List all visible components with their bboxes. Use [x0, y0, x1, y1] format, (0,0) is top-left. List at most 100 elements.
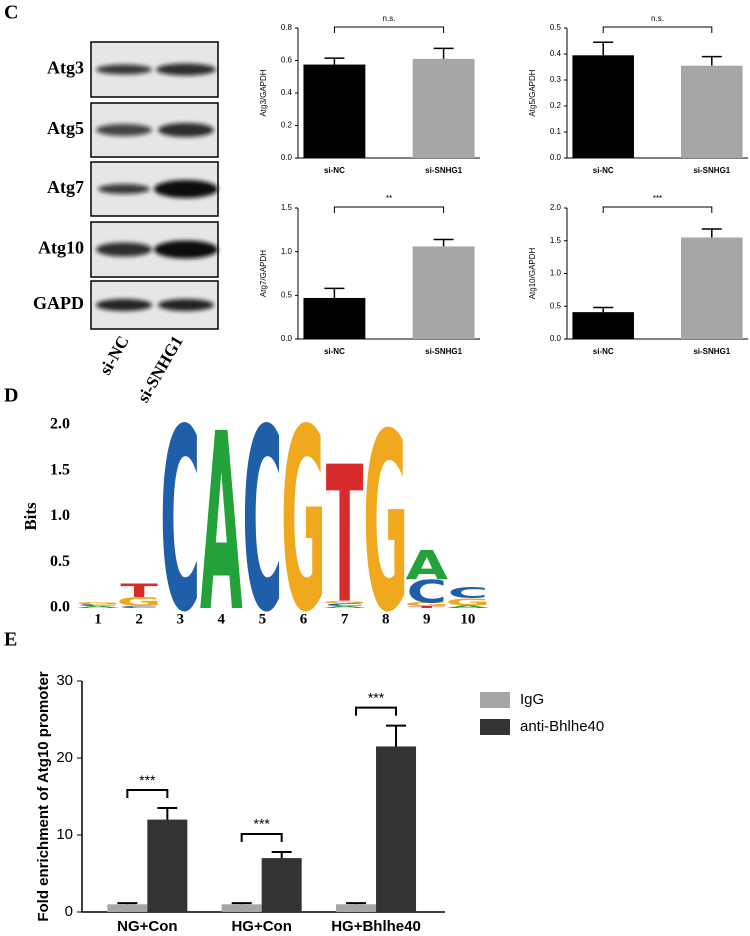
- protein-label: Atg5: [47, 118, 84, 138]
- logo-letter: C: [160, 376, 200, 667]
- y-tick-label: 0.5: [281, 290, 293, 299]
- logo-letter: C: [448, 584, 488, 602]
- significance-bracket: [240, 832, 283, 842]
- logo-letter: A: [200, 382, 243, 666]
- lane-label: si-NC: [96, 332, 133, 377]
- panel-label: E: [4, 629, 17, 651]
- significance-label: ***: [139, 772, 156, 788]
- logo-letter: T: [408, 606, 446, 609]
- y-tick-label: 0.1: [550, 127, 562, 136]
- x-tick-label: si-SNHG1: [425, 347, 462, 356]
- logo-letter: C: [242, 376, 282, 667]
- protein-label: Atg3: [47, 58, 84, 78]
- y-tick-label: 0.0: [550, 153, 562, 162]
- x-tick-label: 10: [460, 611, 475, 627]
- y-tick-label: 1.0: [281, 247, 293, 256]
- y-tick-label: 1.0: [50, 507, 70, 524]
- significance-bracket: [126, 789, 169, 799]
- x-tick-label: 8: [382, 611, 390, 627]
- y-tick-label: 0.8: [281, 23, 293, 32]
- blot-band: [158, 123, 214, 137]
- legend-swatch: [480, 719, 510, 735]
- blot-band: [96, 64, 152, 75]
- logo-letter: G: [117, 595, 162, 609]
- x-tick-label: 9: [423, 611, 431, 627]
- logo-letter: A: [77, 606, 120, 609]
- logo-letter: A: [406, 543, 449, 590]
- bar: [147, 819, 188, 912]
- blot-band: [96, 242, 152, 257]
- logo-letter: G: [281, 376, 326, 667]
- blot-band: [98, 184, 150, 194]
- bar: [572, 55, 634, 158]
- significance-label: **: [386, 194, 392, 203]
- blot-band: [156, 63, 216, 76]
- logo-letter: G: [322, 600, 367, 604]
- x-tick-label: 5: [259, 611, 267, 627]
- significance-bracket: [355, 706, 398, 716]
- y-tick-label: 0.4: [281, 88, 293, 97]
- logo-letter: C: [407, 573, 447, 610]
- x-tick-label: si-NC: [593, 347, 614, 356]
- bar: [303, 297, 366, 339]
- y-tick-label: 2.0: [50, 416, 70, 433]
- legend-label: anti-Bhlhe40: [520, 718, 604, 735]
- blot-band: [158, 299, 214, 311]
- y-tick-label: 1.5: [550, 236, 562, 245]
- significance-label: n.s.: [651, 14, 664, 23]
- y-tick-label: 30: [56, 672, 73, 689]
- x-tick-label: 4: [218, 611, 226, 627]
- protein-label: Atg7: [47, 177, 84, 197]
- y-tick-label: 2.0: [550, 203, 562, 212]
- bar: [376, 746, 417, 912]
- x-tick-label: si-NC: [324, 166, 345, 175]
- significance-bracket: [602, 26, 713, 33]
- protein-label: Atg10: [38, 238, 84, 258]
- y-tick-label: 0.0: [281, 334, 293, 343]
- y-tick-label: 0: [65, 903, 73, 920]
- y-tick-label: 1.5: [50, 461, 70, 478]
- y-axis-label: Atg7/GAPDH: [259, 250, 268, 297]
- bar: [303, 64, 366, 158]
- y-axis-label: Fold enrichment of Atg10 promoter: [35, 671, 52, 921]
- logo-letter: A: [447, 605, 490, 609]
- significance-label: ***: [254, 816, 271, 832]
- x-tick-label: si-NC: [324, 347, 345, 356]
- blot-band: [96, 124, 152, 136]
- bar: [221, 904, 262, 912]
- panel-label: D: [4, 385, 18, 407]
- significance-bracket: [602, 206, 713, 213]
- x-tick-label: si-SNHG1: [693, 166, 730, 175]
- blot-band: [154, 240, 218, 259]
- logo-letter: A: [323, 606, 366, 609]
- logo-letter: C: [119, 606, 159, 609]
- bar: [572, 312, 634, 339]
- significance-label: n.s.: [383, 14, 396, 23]
- logo-letter: C: [78, 604, 118, 607]
- legend-label: IgG: [520, 691, 544, 708]
- y-tick-label: 0.5: [50, 553, 70, 570]
- bar: [261, 858, 302, 912]
- y-tick-label: 0.5: [550, 23, 562, 32]
- y-tick-label: 10: [56, 826, 73, 843]
- significance-label: ***: [653, 194, 662, 203]
- logo-letter: C: [324, 603, 364, 607]
- x-tick-label: si-SNHG1: [693, 347, 730, 356]
- logo-letter: T: [326, 426, 364, 646]
- x-tick-label: 2: [135, 611, 143, 627]
- protein-label: GAPD: [33, 293, 84, 313]
- significance-bracket: [333, 206, 445, 213]
- x-tick-label: HG+Bhlhe40: [331, 918, 421, 935]
- y-axis-label: Atg5/GAPDH: [528, 69, 537, 116]
- logo-letter: G: [445, 596, 490, 608]
- blot-band: [96, 299, 152, 311]
- y-tick-label: 0.0: [550, 334, 562, 343]
- x-tick-label: 1: [94, 611, 102, 627]
- legend-swatch: [480, 692, 510, 708]
- logo-letter: T: [120, 580, 158, 602]
- y-axis-label: Bits: [21, 502, 40, 531]
- bar: [681, 65, 743, 158]
- x-tick-label: NG+Con: [117, 918, 177, 935]
- y-tick-label: 20: [56, 749, 73, 766]
